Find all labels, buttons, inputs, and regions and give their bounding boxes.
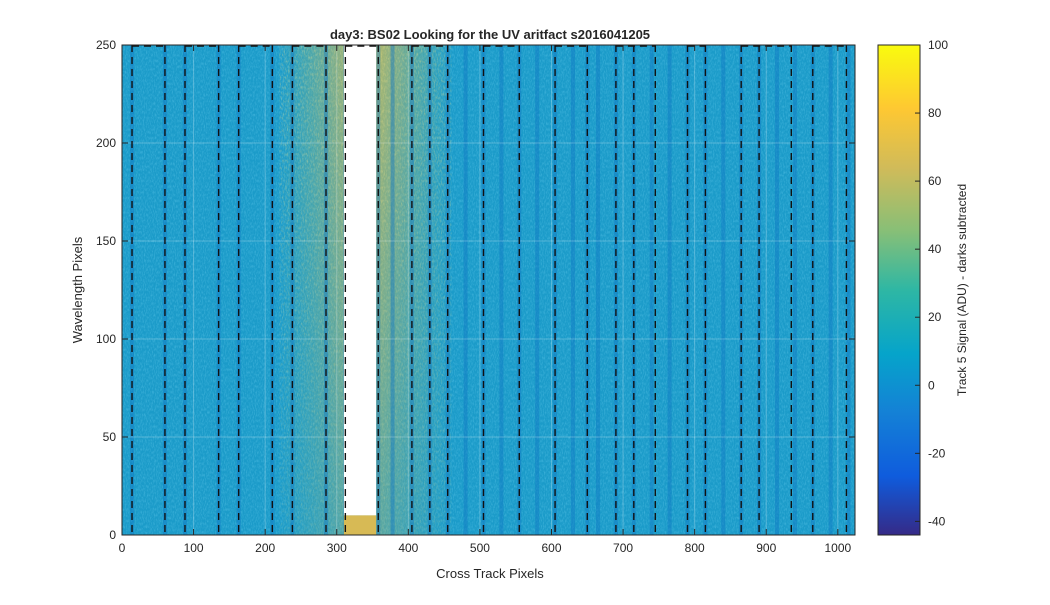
colorbar-label: Track 5 Signal (ADU) - darks subtracted <box>955 184 969 396</box>
axes: 0 100 200 300 400 500 600 700 800 900 1000 0 50 100 15… <box>96 38 856 555</box>
heatmap-noise <box>122 45 855 535</box>
column-stripe <box>499 45 504 535</box>
x-tick-label: 200 <box>255 541 275 555</box>
x-tick-label: 0 <box>119 541 126 555</box>
chart-title: day3: BS02 Looking for the UV aritfact s… <box>330 27 650 42</box>
y-tick-label: 50 <box>103 430 117 444</box>
x-tick-label: 100 <box>184 541 204 555</box>
x-tick-label: 400 <box>398 541 418 555</box>
colorbar-tick-label: 40 <box>928 242 942 256</box>
colorbar-tick-label: 0 <box>928 378 935 392</box>
colorbar-tick-label: -20 <box>928 446 946 460</box>
column-stripe <box>828 45 833 535</box>
colorbar-box <box>877 44 921 536</box>
x-axis-label: Cross Track Pixels <box>436 566 544 581</box>
x-tick-label: 600 <box>541 541 561 555</box>
plot-area <box>121 44 855 536</box>
axes-box <box>121 44 856 536</box>
y-tick-label: 200 <box>96 136 116 150</box>
column-stripe <box>596 45 601 535</box>
x-tick-label: 700 <box>613 541 633 555</box>
column-stripe <box>649 45 654 535</box>
y-tick-label: 250 <box>96 38 116 52</box>
y-tick-label: 150 <box>96 234 116 248</box>
y-tick-label: 0 <box>109 528 116 542</box>
column-stripe <box>463 45 468 535</box>
x-tick-label: 800 <box>685 541 705 555</box>
colorbar-gradient <box>878 45 920 535</box>
column-stripe <box>535 45 540 535</box>
column-stripe <box>667 45 672 535</box>
x-tick-label: 300 <box>327 541 347 555</box>
colorbar: -40 -20 0 20 40 60 80 100 <box>877 38 948 536</box>
column-stripe <box>792 45 797 535</box>
colorbar-tick-label: 80 <box>928 106 942 120</box>
colorbar-tick-label: -40 <box>928 514 946 528</box>
saturated-region <box>343 45 377 516</box>
y-tick-label: 100 <box>96 332 116 346</box>
x-tick-label: 1000 <box>824 541 851 555</box>
x-tick-label: 500 <box>470 541 490 555</box>
column-stripe <box>721 45 726 535</box>
colorbar-tick-label: 20 <box>928 310 942 324</box>
x-tick-label: 900 <box>756 541 776 555</box>
column-stripe <box>846 45 851 535</box>
colorbar-tick-label: 60 <box>928 174 942 188</box>
colorbar-tick-label: 100 <box>928 38 948 52</box>
column-stripe <box>774 45 779 535</box>
column-stripe <box>570 45 575 535</box>
column-stripe <box>390 45 395 535</box>
saturated-region-base <box>343 515 377 535</box>
y-axis-label: Wavelength Pixels <box>70 236 85 343</box>
